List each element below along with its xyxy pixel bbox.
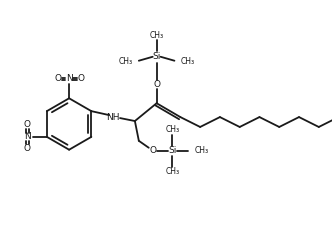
Text: CH₃: CH₃ xyxy=(165,167,179,176)
Text: O: O xyxy=(24,121,31,129)
Text: CH₃: CH₃ xyxy=(180,57,194,66)
Text: N: N xyxy=(66,74,72,83)
Text: O: O xyxy=(77,74,85,83)
Text: CH₃: CH₃ xyxy=(119,57,133,66)
Text: O: O xyxy=(55,74,62,83)
Text: O: O xyxy=(24,144,31,153)
Text: N: N xyxy=(24,132,30,141)
Text: NH: NH xyxy=(106,113,120,122)
Text: Si: Si xyxy=(152,52,161,61)
Text: O: O xyxy=(153,80,160,89)
Text: Si: Si xyxy=(168,146,177,155)
Text: CH₃: CH₃ xyxy=(150,31,164,39)
Text: CH₃: CH₃ xyxy=(165,125,179,134)
Text: O: O xyxy=(149,146,156,155)
Text: CH₃: CH₃ xyxy=(194,146,208,155)
